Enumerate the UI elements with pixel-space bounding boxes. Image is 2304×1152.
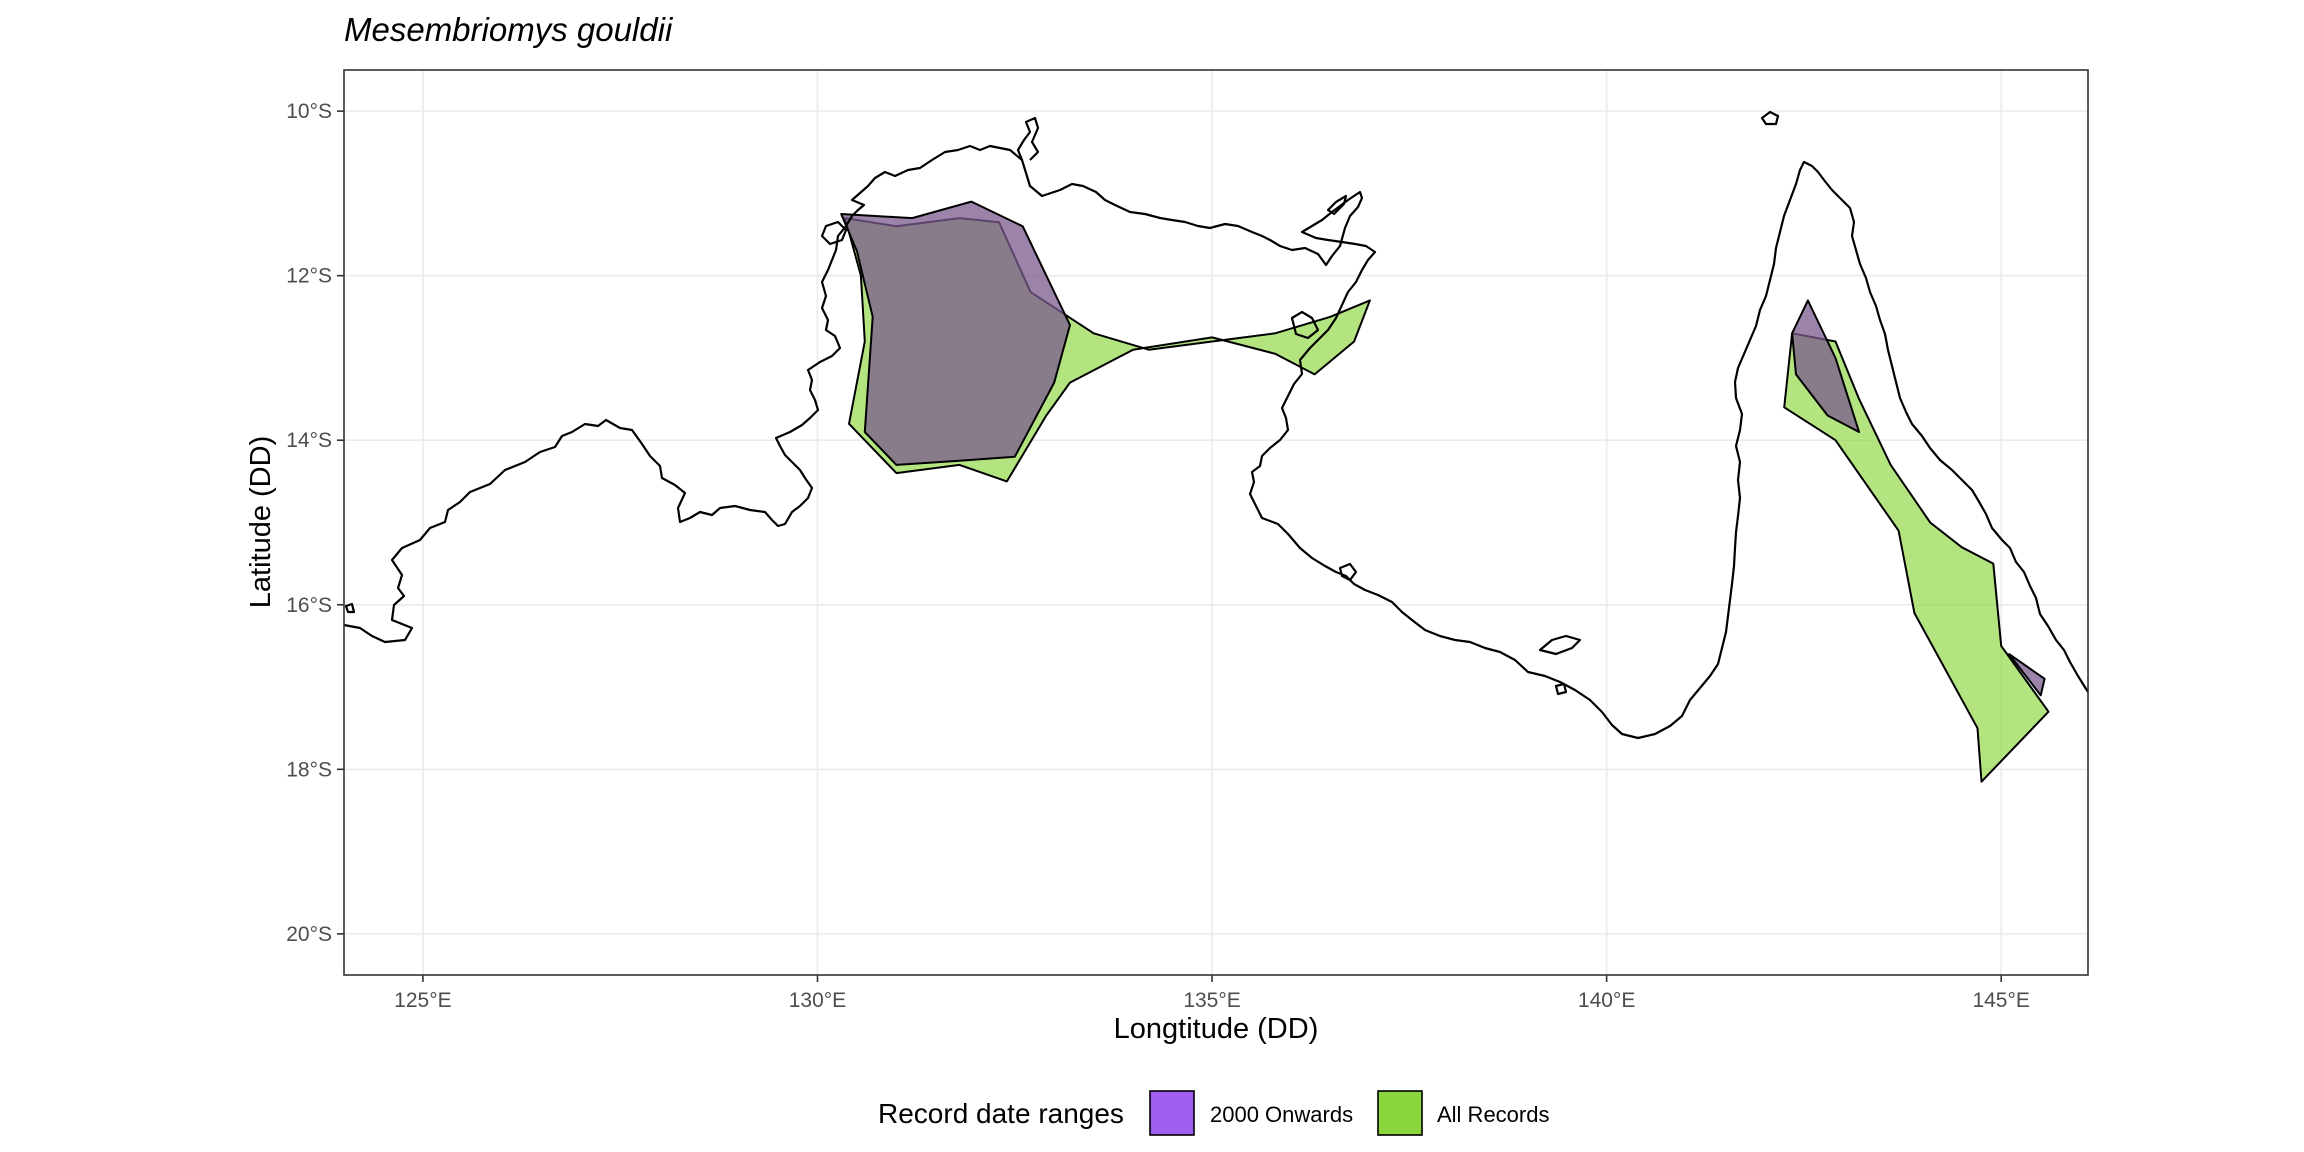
x-tick-label-1: 130°E bbox=[789, 989, 846, 1012]
y-tick-label-0: 10°S bbox=[286, 100, 332, 123]
island-mornington bbox=[1538, 634, 1582, 656]
x-tick-label-3: 140°E bbox=[1578, 989, 1635, 1012]
x-axis-ticks: 125°E 130°E 135°E 140°E 145°E bbox=[394, 975, 2030, 1012]
range-polygon-all-records-cape-york-1 bbox=[1783, 332, 2050, 783]
coastline-top-end bbox=[850, 144, 2089, 740]
panel-border bbox=[343, 69, 2089, 976]
y-tick-label-5: 20°S bbox=[286, 923, 332, 946]
island-wessel bbox=[1326, 194, 1348, 216]
y-tick-label-1: 12°S bbox=[286, 265, 332, 288]
x-axis-title: Longtitude (DD) bbox=[1114, 1013, 1319, 1045]
plot-panel bbox=[343, 69, 2089, 976]
coastline-kimberley bbox=[343, 215, 853, 644]
island-groote bbox=[1290, 310, 1320, 340]
legend-label-2000-onwards: 2000 Onwards bbox=[1210, 1102, 1353, 1127]
chart-title: Mesembriomys gouldii bbox=[344, 11, 674, 48]
legend-title: Record date ranges bbox=[878, 1098, 1124, 1129]
legend: Record date ranges 2000 Onwards All Reco… bbox=[878, 1090, 1549, 1136]
range-polygon-2000-onwards-top-end-2 bbox=[840, 200, 1071, 466]
island-bentinck bbox=[1554, 682, 1568, 696]
x-tick-label-4: 145°E bbox=[1972, 989, 2029, 1012]
y-tick-label-2: 14°S bbox=[286, 429, 332, 452]
y-axis-ticks: 10°S 12°S 14°S 16°S 18°S 20°S bbox=[286, 100, 344, 946]
island-bathurst bbox=[820, 220, 848, 246]
y-tick-label-3: 16°S bbox=[286, 594, 332, 617]
island-south-wellesley bbox=[1338, 562, 1358, 582]
legend-swatch-2000-onwards bbox=[1149, 1090, 1195, 1136]
coastline bbox=[343, 110, 2089, 740]
range-polygon-2000-onwards-cape-york-3 bbox=[1791, 299, 1861, 433]
legend-label-all-records: All Records bbox=[1437, 1102, 1549, 1127]
range-polygon-2000-onwards-cape-york-4 bbox=[2008, 653, 2046, 697]
y-tick-label-4: 18°S bbox=[286, 758, 332, 781]
x-tick-label-0: 125°E bbox=[394, 989, 451, 1012]
range-polygons bbox=[840, 200, 2050, 783]
legend-swatch-all-records bbox=[1377, 1090, 1423, 1136]
island-small-kimberley bbox=[344, 602, 356, 614]
coastline-arnhem bbox=[1016, 116, 1040, 161]
panel-background bbox=[344, 70, 2088, 975]
grid-lines bbox=[344, 70, 2088, 975]
y-axis-title: Latitude (DD) bbox=[245, 436, 277, 608]
x-tick-label-2: 135°E bbox=[1183, 989, 1240, 1012]
island-torres bbox=[1760, 110, 1780, 126]
